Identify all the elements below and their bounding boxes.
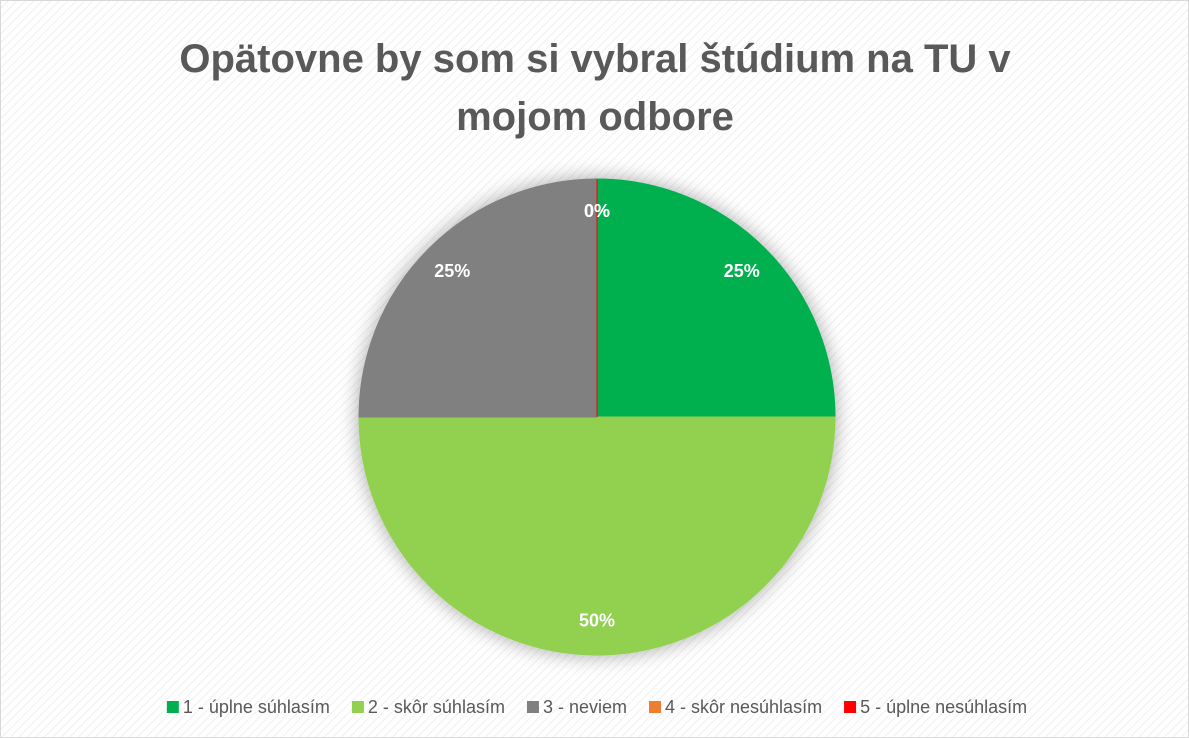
legend-swatch bbox=[166, 701, 179, 713]
legend-swatch bbox=[649, 701, 661, 713]
legend-swatch bbox=[844, 701, 857, 713]
data-label: 50% bbox=[579, 610, 615, 630]
legend-label: 5 - úplne nesúhlasím bbox=[860, 697, 1027, 717]
legend: 1 - úplne súhlasím 2 - skôr súhlasím 3 - n… bbox=[166, 697, 1027, 717]
data-label: 0% bbox=[584, 201, 610, 221]
data-label: 25% bbox=[724, 261, 760, 281]
legend-swatch bbox=[351, 701, 364, 713]
pie-slice bbox=[596, 178, 836, 418]
data-label: 0% bbox=[584, 201, 610, 221]
data-label: 25% bbox=[434, 261, 470, 281]
legend-label: 3 - neviem bbox=[543, 697, 627, 717]
legend-label: 4 - skôr nesúhlasím bbox=[665, 697, 822, 717]
pie bbox=[358, 178, 836, 656]
pie-slice bbox=[358, 178, 598, 418]
legend-label: 2 - skôr súhlasím bbox=[368, 697, 505, 717]
chart-title: Opätovne by som si vybral štúdium na TU … bbox=[179, 37, 1011, 139]
pie-slice bbox=[358, 416, 836, 656]
legend-swatch bbox=[526, 701, 539, 713]
legend-label: 1 - úplne súhlasím bbox=[183, 697, 330, 717]
data-labels: 25%50%25%0%0% bbox=[434, 201, 759, 630]
